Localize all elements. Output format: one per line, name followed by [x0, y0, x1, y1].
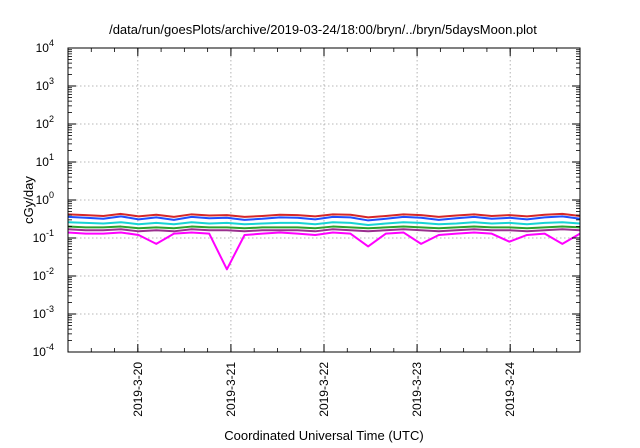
y-tick-label: 104: [36, 38, 54, 55]
y-tick-label: 102: [36, 114, 54, 131]
x-tick-label: 2019-3-20: [131, 362, 145, 417]
y-axis-tick-labels: 10-4 10-3 10-2 10-1 100 101 102 103 104: [33, 38, 54, 359]
series-line-5: [67, 231, 581, 271]
series-line-1: [67, 215, 581, 222]
y-tick-label: 10-1: [33, 228, 54, 245]
x-axis-tick-labels: 2019-3-20 2019-3-21 2019-3-22 2019-3-23 2019…: [131, 362, 517, 417]
x-tick-label: 2019-3-21: [224, 362, 238, 417]
y-tick-label: 100: [36, 190, 54, 207]
y-tick-label: 101: [36, 152, 54, 169]
x-tick-label: 2019-3-24: [503, 362, 517, 417]
x-axis-label: Coordinated Universal Time (UTC): [224, 428, 423, 443]
y-tick-label: 103: [36, 76, 54, 93]
series-line-0: [67, 212, 581, 219]
y-axis-label: cGy/day: [21, 176, 36, 224]
y-tick-label: 10-4: [33, 342, 54, 359]
y-tick-label: 10-2: [33, 266, 54, 283]
series-line-2: [67, 221, 581, 226]
ticks: [67, 47, 581, 353]
series-line-4: [67, 228, 581, 233]
grid: [68, 48, 580, 352]
x-tick-label: 2019-3-22: [317, 362, 331, 417]
series-line-3: [67, 225, 581, 230]
y-tick-label: 10-3: [33, 304, 54, 321]
chart-title: /data/run/goesPlots/archive/2019-03-24/1…: [109, 22, 537, 37]
series-layer: [67, 212, 581, 271]
x-tick-label: 2019-3-23: [410, 362, 424, 417]
